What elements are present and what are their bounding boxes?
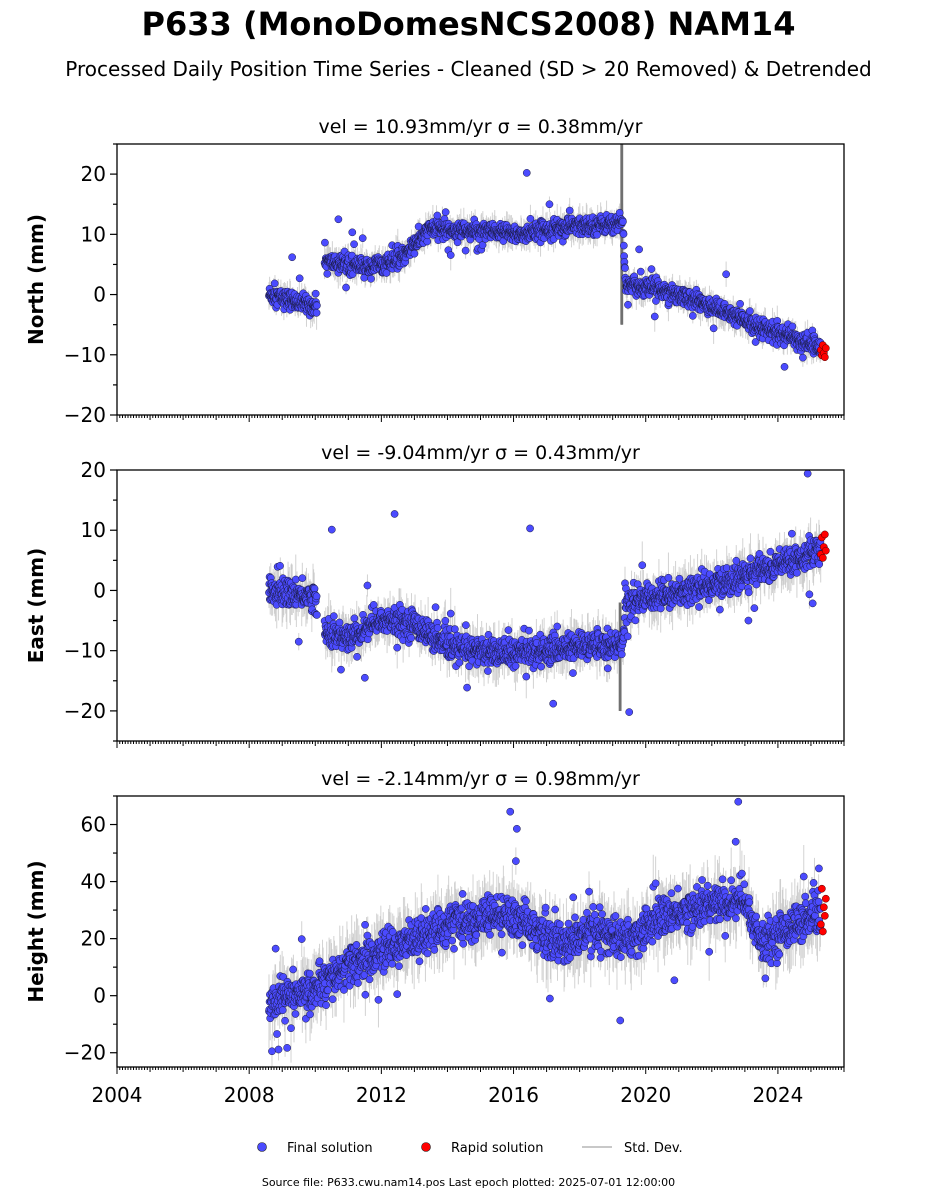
final-point <box>455 658 464 667</box>
y-axis-label-east: East (mm) <box>24 548 48 664</box>
panel-north: vel = 10.93mm/yr σ = 0.38mm/yr North (mm)… <box>24 116 845 427</box>
final-point <box>358 234 367 243</box>
y-axis-label-north: North (mm) <box>24 214 48 345</box>
figure-title: P633 (MonoDomesNCS2008) NAM14 <box>141 5 796 43</box>
final-point <box>329 612 338 620</box>
final-point <box>270 279 279 288</box>
y-tick-label: 20 <box>81 162 106 186</box>
final-point <box>367 274 375 283</box>
final-point <box>446 251 455 259</box>
final-point <box>446 609 455 618</box>
data-series-east <box>265 470 830 716</box>
final-point <box>321 238 329 247</box>
y-tick-label: −10 <box>64 343 106 367</box>
final-point <box>799 353 807 362</box>
final-point <box>369 601 378 609</box>
final-point <box>619 217 627 226</box>
final-point <box>751 338 760 346</box>
final-point <box>407 634 416 642</box>
final-point <box>310 584 319 593</box>
y-tick-label: 10 <box>81 222 106 246</box>
final-point <box>478 241 487 249</box>
final-point <box>624 300 632 309</box>
final-point <box>350 240 358 249</box>
final-point <box>463 683 471 692</box>
final-point <box>511 662 520 670</box>
final-point <box>313 611 321 619</box>
final-point <box>410 249 419 258</box>
final-point <box>312 309 321 317</box>
final-point <box>525 626 533 635</box>
final-point <box>353 652 361 661</box>
final-point <box>522 672 531 681</box>
final-point <box>526 214 535 223</box>
panel-frame-north <box>116 143 845 416</box>
final-point <box>619 241 628 250</box>
final-point <box>545 200 554 209</box>
final-point <box>393 643 402 652</box>
final-point <box>337 665 345 674</box>
final-point <box>462 621 470 629</box>
final-point <box>291 575 300 584</box>
final-point <box>311 289 320 298</box>
final-point-outlier <box>288 253 296 262</box>
final-point <box>335 618 344 627</box>
final-point-outlier <box>635 245 643 254</box>
final-point <box>431 603 440 612</box>
final-point <box>788 322 797 331</box>
final-point <box>709 324 718 333</box>
final-point <box>342 283 350 292</box>
final-point <box>736 299 744 308</box>
final-point <box>350 614 359 623</box>
final-point <box>722 270 730 279</box>
final-point <box>484 667 492 675</box>
data-series-north <box>265 144 830 371</box>
final-point <box>348 228 357 237</box>
final-point <box>295 274 304 283</box>
final-point <box>298 574 307 582</box>
final-point-outlier <box>780 362 789 371</box>
final-point <box>565 206 574 215</box>
final-point <box>636 267 645 276</box>
final-point <box>650 312 659 321</box>
final-point <box>484 630 493 639</box>
final-point <box>363 581 372 590</box>
final-point <box>276 561 284 570</box>
final-point <box>746 307 754 315</box>
final-point <box>615 208 624 217</box>
panel-title-north: vel = 10.93mm/yr σ = 0.38mm/yr <box>319 116 643 138</box>
final-point <box>441 208 450 216</box>
final-point <box>441 616 450 625</box>
final-point <box>323 270 332 278</box>
final-point <box>553 622 562 631</box>
final-point <box>688 312 697 320</box>
figure-subtitle: Processed Daily Position Time Series - C… <box>65 57 872 81</box>
final-point <box>461 246 470 255</box>
final-point <box>537 662 545 671</box>
final-point <box>312 592 321 601</box>
final-point-outlier <box>334 215 343 224</box>
rapid-point <box>820 353 829 362</box>
final-point <box>451 625 459 633</box>
final-point-outlier <box>522 169 531 177</box>
final-point <box>294 637 303 646</box>
final-point <box>619 230 628 238</box>
final-point <box>433 624 442 632</box>
final-point <box>433 211 442 220</box>
panel-title-east: vel = -9.04mm/yr σ = 0.43mm/yr <box>321 442 640 464</box>
final-point <box>569 669 577 677</box>
y-tick-label: 0 <box>93 283 106 307</box>
rapid-point <box>821 344 830 353</box>
final-point <box>593 230 601 239</box>
final-point <box>647 265 656 273</box>
final-point <box>504 626 513 634</box>
final-point <box>313 301 321 310</box>
final-point <box>382 269 391 277</box>
final-point <box>621 264 629 272</box>
y-tick-label: −20 <box>64 403 106 427</box>
